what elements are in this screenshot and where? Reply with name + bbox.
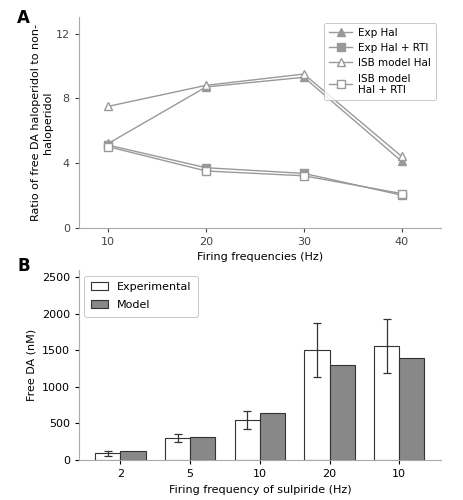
- ISB model Hal: [300, 71, 306, 77]
- Text: A: A: [17, 9, 30, 27]
- Bar: [329, 365, 354, 460]
- Exp Hal: [398, 158, 404, 164]
- Bar: [398, 358, 424, 460]
- Bar: [234, 420, 259, 460]
- Y-axis label: Free DA (nM): Free DA (nM): [26, 329, 36, 401]
- Bar: [120, 450, 145, 460]
- Bar: [304, 350, 329, 460]
- Bar: [259, 413, 284, 460]
- X-axis label: Firing frequencies (Hz): Firing frequencies (Hz): [196, 252, 322, 262]
- Bar: [165, 438, 190, 460]
- Line: Exp Hal: Exp Hal: [104, 74, 405, 165]
- Y-axis label: Ratio of free DA haloperidol to non-
haloperidol: Ratio of free DA haloperidol to non- hal…: [31, 24, 53, 221]
- Exp Hal + RTI: [300, 170, 306, 176]
- Line: Exp Hal + RTI: Exp Hal + RTI: [104, 142, 405, 199]
- Exp Hal: [203, 84, 208, 90]
- Exp Hal + RTI: [203, 164, 208, 170]
- Text: B: B: [17, 256, 30, 274]
- Legend: Experimental, Model: Experimental, Model: [84, 276, 197, 316]
- ISB model
Hal + RTI: [300, 173, 306, 179]
- Bar: [190, 438, 215, 460]
- Line: ISB model Hal: ISB model Hal: [104, 70, 405, 160]
- Bar: [373, 346, 398, 460]
- ISB model Hal: [398, 154, 404, 160]
- Exp Hal + RTI: [398, 192, 404, 198]
- ISB model
Hal + RTI: [105, 144, 111, 150]
- ISB model Hal: [105, 104, 111, 110]
- Exp Hal: [300, 74, 306, 80]
- Line: ISB model
Hal + RTI: ISB model Hal + RTI: [104, 143, 405, 198]
- Bar: [95, 454, 120, 460]
- X-axis label: Firing frequency of sulpiride (Hz): Firing frequency of sulpiride (Hz): [168, 484, 350, 494]
- ISB model
Hal + RTI: [203, 168, 208, 174]
- ISB model
Hal + RTI: [398, 190, 404, 196]
- Exp Hal + RTI: [105, 142, 111, 148]
- Legend: Exp Hal, Exp Hal + RTI, ISB model Hal, ISB model
Hal + RTI: Exp Hal, Exp Hal + RTI, ISB model Hal, I…: [324, 22, 435, 101]
- ISB model Hal: [203, 82, 208, 88]
- Exp Hal: [105, 140, 111, 146]
